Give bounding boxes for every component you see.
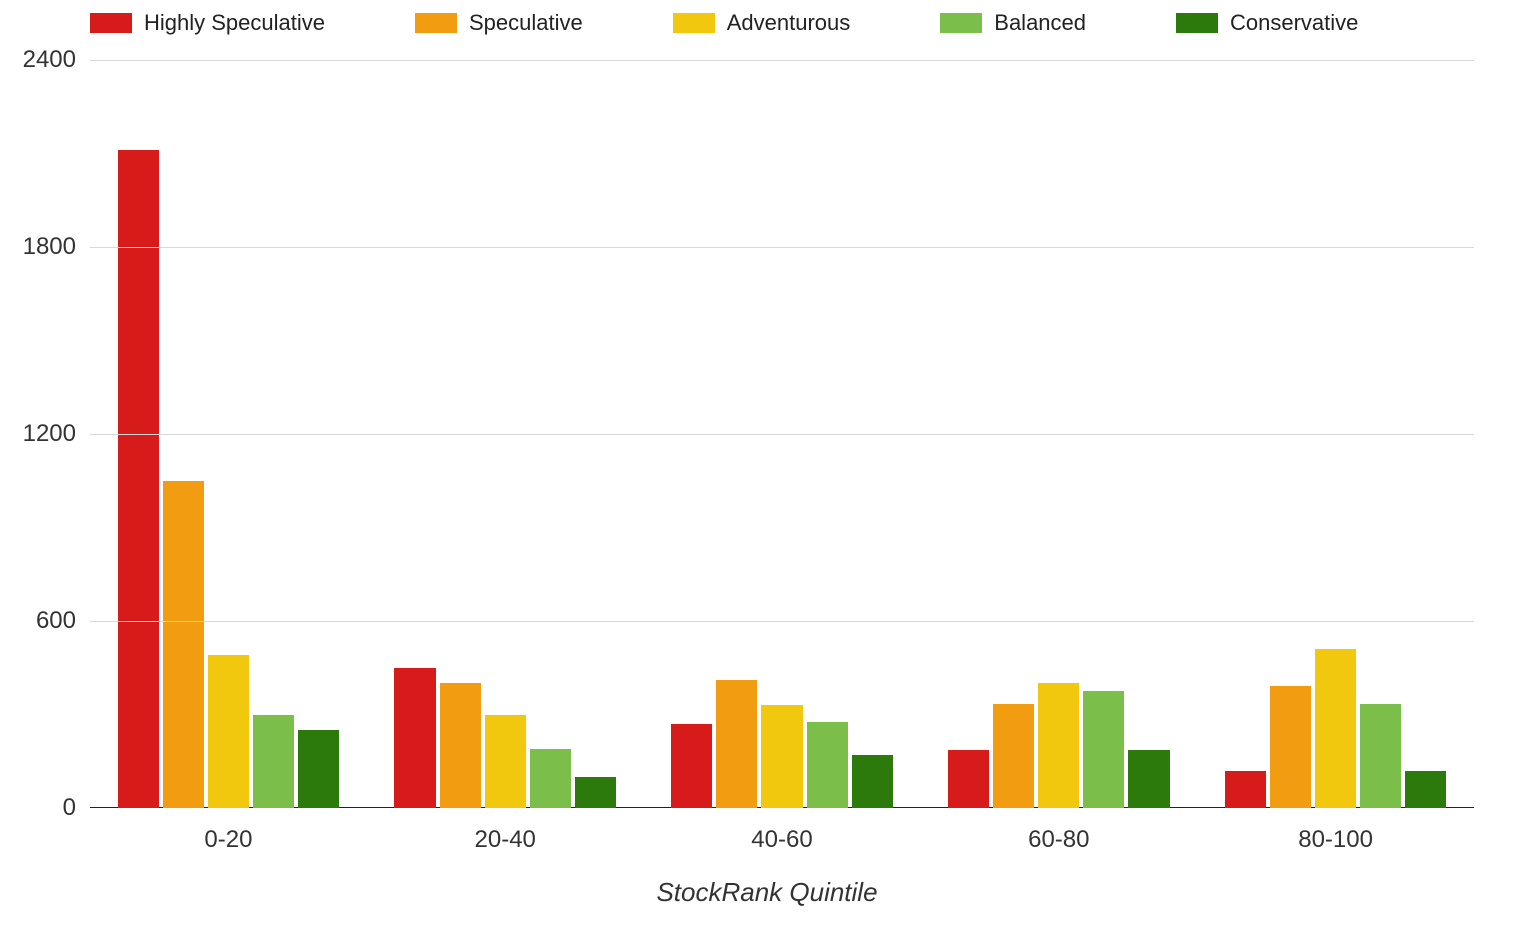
y-tick-label: 1200 [23, 420, 90, 448]
bar [1128, 750, 1169, 808]
bar [807, 722, 848, 808]
legend-label: Balanced [994, 10, 1086, 36]
bar [948, 750, 989, 808]
bar [993, 704, 1034, 808]
y-tick-label: 1800 [23, 233, 90, 261]
bar [852, 755, 893, 808]
bar [575, 777, 616, 808]
chart-container: Highly Speculative Speculative Adventurous… [0, 0, 1534, 928]
legend-swatch [673, 13, 715, 33]
legend-swatch [90, 13, 132, 33]
legend: Highly Speculative Speculative Adventurous… [90, 10, 1474, 36]
y-tick-label: 600 [36, 607, 90, 635]
legend-item: Highly Speculative [90, 10, 325, 36]
bar [1270, 686, 1311, 808]
x-tick-label: 80-100 [1197, 808, 1474, 854]
bar [208, 655, 249, 808]
x-tick-label: 40-60 [644, 808, 921, 854]
x-tick-label: 60-80 [920, 808, 1197, 854]
legend-item: Speculative [415, 10, 583, 36]
legend-label: Speculative [469, 10, 583, 36]
legend-label: Conservative [1230, 10, 1358, 36]
bar [163, 481, 204, 808]
grid-line [90, 621, 1474, 622]
bar [1405, 771, 1446, 808]
bar [1225, 771, 1266, 808]
bar [298, 730, 339, 808]
x-axis-title: StockRank Quintile [0, 877, 1534, 908]
legend-swatch [940, 13, 982, 33]
bar [118, 150, 159, 808]
grid-line [90, 247, 1474, 248]
bar [716, 680, 757, 808]
x-tick-label: 20-40 [367, 808, 644, 854]
bar [253, 715, 294, 809]
y-tick-label: 2400 [23, 46, 90, 74]
legend-label: Highly Speculative [144, 10, 325, 36]
legend-item: Conservative [1176, 10, 1358, 36]
plot-area: 0-2020-4040-6060-8080-100 06001200180024… [90, 60, 1474, 808]
bar [1360, 704, 1401, 808]
bar [530, 749, 571, 808]
bar [440, 683, 481, 808]
legend-swatch [1176, 13, 1218, 33]
legend-item: Adventurous [673, 10, 851, 36]
bar [485, 715, 526, 809]
bar [394, 668, 435, 808]
bar [1038, 683, 1079, 808]
bar [671, 724, 712, 808]
x-tick-label: 0-20 [90, 808, 367, 854]
grid-line [90, 434, 1474, 435]
legend-swatch [415, 13, 457, 33]
y-tick-label: 0 [63, 794, 90, 822]
bar [761, 705, 802, 808]
legend-item: Balanced [940, 10, 1086, 36]
bar [1083, 691, 1124, 808]
grid-line [90, 60, 1474, 61]
legend-label: Adventurous [727, 10, 851, 36]
bar [1315, 649, 1356, 808]
